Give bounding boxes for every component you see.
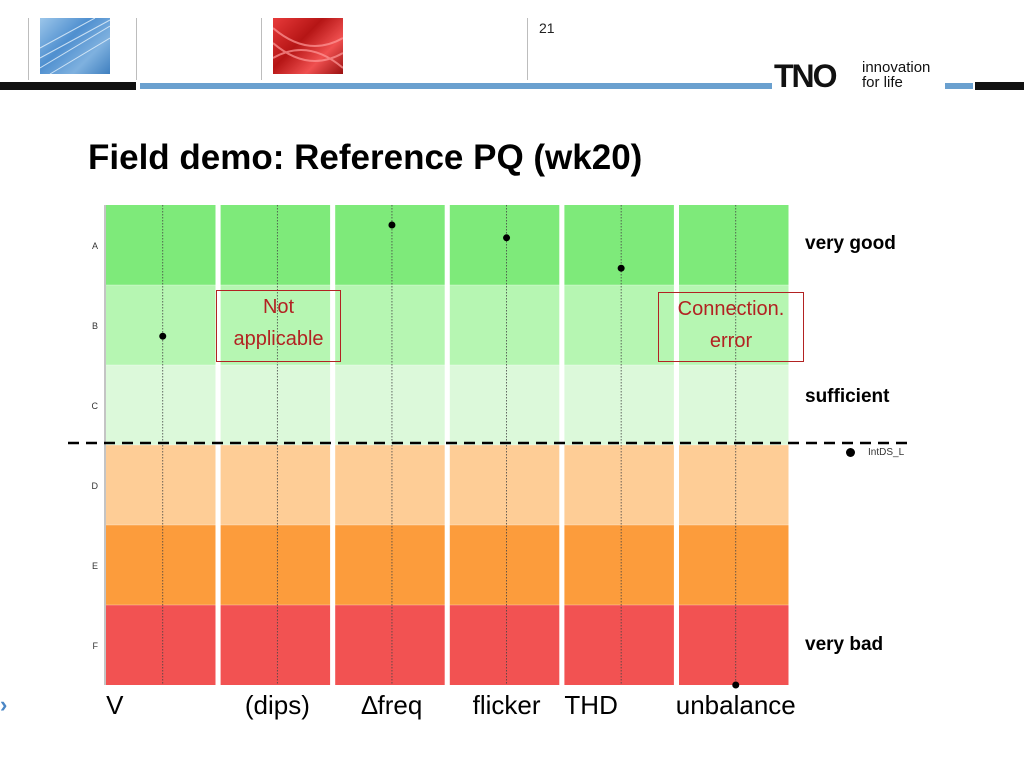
band-d <box>679 445 789 525</box>
next-slide-arrow-icon[interactable]: › <box>0 692 8 717</box>
category-label: ∆freq <box>361 690 423 720</box>
level-tick-b: B <box>92 321 98 331</box>
legend-marker <box>846 448 855 457</box>
band-c <box>449 365 560 445</box>
header-dark-bar-left <box>0 82 136 90</box>
band-b <box>106 285 216 365</box>
band-f <box>106 605 216 685</box>
level-tick-d: D <box>92 481 99 491</box>
data-point <box>732 681 740 689</box>
band-d <box>106 445 216 525</box>
band-c <box>564 365 674 445</box>
data-point <box>503 234 511 242</box>
band-a <box>564 205 674 285</box>
band-e <box>679 525 789 605</box>
side-label-sufficient: sufficient <box>805 386 890 407</box>
header-blue-bar <box>140 83 772 89</box>
tagline-line-2: for life <box>862 74 903 91</box>
callout-not-applicable: Not applicable <box>216 290 341 362</box>
category-label: (dips) <box>244 690 310 720</box>
tagline-line-1: innovation <box>862 59 931 76</box>
red-cables-thumbnail <box>272 18 344 74</box>
band-f <box>220 605 331 685</box>
callout-line-1: Not <box>262 296 295 318</box>
header-divider <box>136 18 137 80</box>
band-a <box>220 205 331 285</box>
level-tick-c: C <box>92 401 99 411</box>
tno-logo: TNO <box>774 58 838 94</box>
slide-number: 21 <box>539 20 555 36</box>
band-d <box>564 445 674 525</box>
side-label-very-good: very good <box>805 233 896 254</box>
band-f <box>564 605 674 685</box>
band-a <box>106 205 216 285</box>
band-c <box>106 365 216 445</box>
band-e <box>220 525 331 605</box>
band-e <box>449 525 560 605</box>
band-c <box>220 365 331 445</box>
band-d <box>335 445 445 525</box>
level-tick-f: F <box>93 641 99 651</box>
level-tick-e: E <box>92 561 98 571</box>
band-b <box>335 285 445 365</box>
category-label: V <box>106 690 124 720</box>
band-d <box>220 445 331 525</box>
data-point <box>159 332 167 340</box>
band-f <box>335 605 445 685</box>
data-point <box>617 264 625 272</box>
data-point <box>388 221 396 229</box>
band-b <box>220 285 331 365</box>
callout-line-1: Connection. <box>677 298 785 320</box>
band-e <box>335 525 445 605</box>
band-c <box>335 365 445 445</box>
band-a <box>679 205 789 285</box>
band-b <box>564 285 674 365</box>
callout-line-2: error <box>709 330 753 352</box>
side-label-very-bad: very bad <box>805 634 884 655</box>
band-f <box>679 605 789 685</box>
category-label: flicker <box>472 690 541 720</box>
callout-connection-error: Connection. error <box>658 292 804 362</box>
header-blue-bar-right <box>945 83 973 89</box>
band-b <box>449 285 560 365</box>
band-e <box>106 525 216 605</box>
callout-line-2: applicable <box>233 328 324 350</box>
wire-lines-icon <box>39 17 111 75</box>
header-divider <box>261 18 262 80</box>
legend-label: IntDS_L <box>868 447 905 458</box>
level-tick-a: A <box>92 241 98 251</box>
header-divider <box>527 18 528 80</box>
cable-lines-icon <box>272 27 344 69</box>
band-f <box>449 605 560 685</box>
band-c <box>679 365 789 445</box>
header-divider <box>28 18 29 80</box>
band-b <box>679 285 789 365</box>
band-a <box>335 205 445 285</box>
blue-wires-thumbnail <box>39 17 111 75</box>
band-a <box>449 205 560 285</box>
tno-tagline: innovation for life <box>862 60 930 90</box>
category-label: THD <box>564 690 618 720</box>
band-d <box>449 445 560 525</box>
category-label: unbalance <box>675 690 796 720</box>
page-title: Field demo: Reference PQ (wk20) <box>88 138 643 177</box>
band-e <box>564 525 674 605</box>
header-dark-bar-right <box>975 82 1024 90</box>
